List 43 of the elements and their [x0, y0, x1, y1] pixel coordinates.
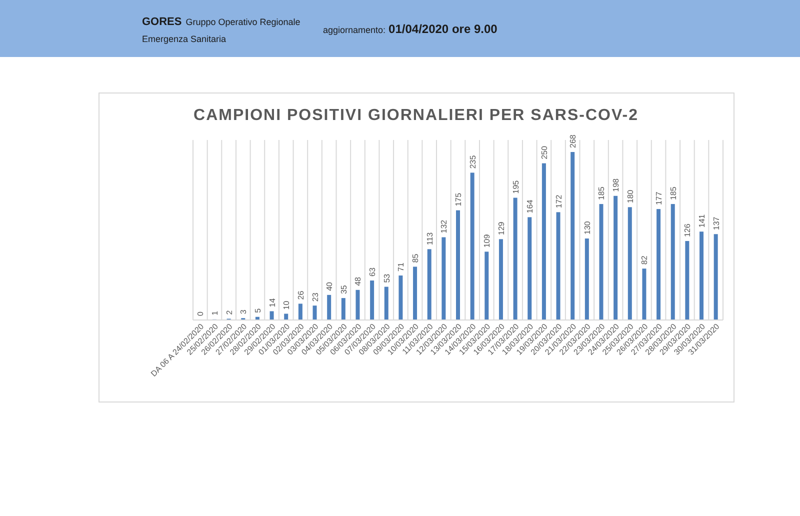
- data-label: 10: [282, 300, 292, 310]
- text: aggiornamento:: [323, 25, 386, 35]
- chart-title: CAMPIONI POSITIVI GIORNALIERI PER SARS-COV-2: [194, 107, 638, 124]
- data-label: 185: [597, 186, 606, 200]
- data-label: 48: [354, 276, 363, 286]
- data-label: 235: [468, 154, 478, 169]
- data-label: 82: [640, 255, 650, 265]
- data-label: 141: [698, 214, 707, 228]
- data-label: 3: [239, 309, 248, 314]
- data-label: 63: [368, 267, 378, 277]
- data-label: 53: [382, 273, 392, 283]
- data-label: 71: [396, 262, 406, 272]
- data-label: 113: [425, 232, 434, 246]
- data-label: 1: [210, 310, 220, 316]
- data-label: 132: [440, 219, 449, 234]
- data-label: 14: [268, 298, 277, 308]
- data-label: 40: [325, 281, 334, 291]
- data-label: 164: [526, 199, 535, 214]
- data-label: 5: [253, 308, 262, 313]
- data-label: 35: [339, 284, 348, 294]
- data-label: 0: [196, 311, 206, 316]
- text: GORES: [142, 16, 182, 28]
- data-label: 26: [296, 290, 306, 300]
- data-label: 195: [511, 180, 520, 194]
- data-label: 268: [568, 134, 578, 148]
- text: 01/04/2020 ore 9.00: [388, 22, 498, 36]
- data-label: 177: [654, 191, 664, 206]
- data-label: 109: [482, 234, 492, 248]
- data-label: 198: [612, 178, 621, 192]
- data-label: 2: [224, 310, 234, 315]
- data-label: 250: [540, 145, 549, 160]
- data-label: 126: [683, 223, 692, 238]
- data-label: 129: [496, 221, 506, 236]
- data-label: 23: [310, 292, 320, 302]
- text: Gruppo Operativo Regionale: [186, 17, 300, 27]
- data-label: 175: [454, 192, 463, 206]
- data-label: 85: [411, 253, 420, 263]
- data-label: 172: [554, 194, 564, 208]
- data-label: 180: [626, 189, 635, 204]
- text: Emergenza Sanitaria: [142, 34, 226, 44]
- data-label: 137: [712, 216, 721, 230]
- data-label: 130: [582, 220, 592, 235]
- data-label: 185: [668, 186, 678, 200]
